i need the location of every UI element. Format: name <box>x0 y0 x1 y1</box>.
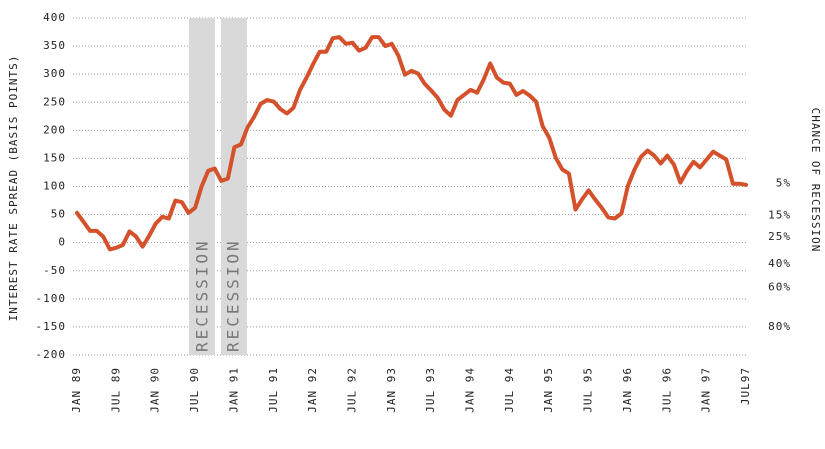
x-tick-label: JUL97 <box>739 367 752 405</box>
x-tick-label: JAN 97 <box>700 367 713 413</box>
y-tick-label: 300 <box>43 67 66 80</box>
recession-label: RECESSION <box>193 238 212 352</box>
x-tick-label: JUL 91 <box>267 367 280 413</box>
x-tick-label: JUL 89 <box>109 367 122 413</box>
x-tick-label: JUL 95 <box>582 367 595 413</box>
y-tick-label: -100 <box>36 292 67 305</box>
x-tick-label: JAN 94 <box>464 367 477 413</box>
y2-tick-label: 80% <box>768 320 791 333</box>
x-tick-label: JAN 90 <box>149 367 162 413</box>
recession-band <box>221 18 247 355</box>
y2-tick-label: 60% <box>768 281 791 294</box>
x-tick-label: JAN 93 <box>385 367 398 413</box>
x-tick-label: JUL 94 <box>503 367 516 413</box>
x-tick-label: JAN 92 <box>306 367 319 413</box>
y2-tick-label: 15% <box>768 209 791 222</box>
x-tick-label: JAN 96 <box>621 367 634 413</box>
x-tick-label: JAN 95 <box>542 367 555 413</box>
y-tick-label: -200 <box>36 348 67 361</box>
y-tick-label: 250 <box>43 95 66 108</box>
y2-axis-title: CHANCE OF RECESSION <box>809 108 822 253</box>
y-tick-label: 100 <box>43 180 66 193</box>
y-tick-label: -150 <box>36 320 67 333</box>
y-tick-label: 0 <box>58 236 66 249</box>
y-tick-label: -50 <box>43 264 66 277</box>
x-tick-label: JAN 91 <box>227 367 240 413</box>
x-tick-label: JUL 96 <box>660 367 673 413</box>
data-line <box>75 35 748 252</box>
y-tick-label: 400 <box>43 11 66 24</box>
y-tick-label: 350 <box>43 39 66 52</box>
x-tick-label: JUL 92 <box>345 367 358 413</box>
y-axis-title: INTEREST RATE SPREAD (BASIS POINTS) <box>7 55 20 322</box>
y2-tick-label: 5% <box>776 177 791 190</box>
y-tick-label: 200 <box>43 123 66 136</box>
y-tick-label: 50 <box>51 208 66 221</box>
y2-tick-label: 25% <box>768 230 791 243</box>
x-tick-label: JAN 89 <box>70 367 83 413</box>
x-tick-label: JUL 93 <box>424 367 437 413</box>
recession-label: RECESSION <box>224 238 243 352</box>
y2-tick-label: 40% <box>768 257 791 270</box>
x-tick-label: JUL 90 <box>188 367 201 413</box>
y-tick-label: 150 <box>43 151 66 164</box>
